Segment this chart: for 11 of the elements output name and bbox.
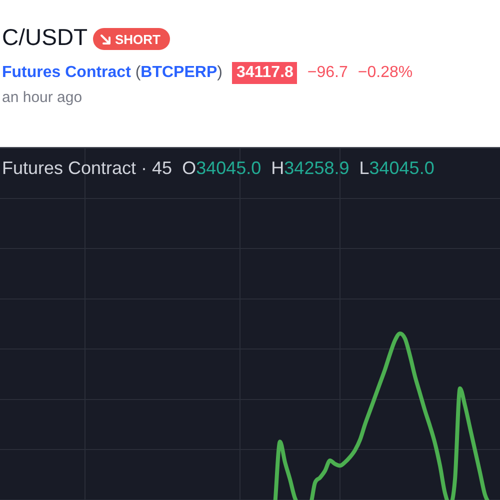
text: Futures Contract · 45	[2, 158, 172, 178]
text: L34045.0	[359, 158, 434, 178]
text: −0.28%	[358, 64, 413, 81]
text: −96.7	[307, 64, 348, 81]
chart-title: C/USDT	[2, 24, 88, 51]
text: 34117.8	[232, 62, 298, 84]
text: an hour ago	[2, 89, 82, 106]
badge: SHORT	[93, 28, 170, 50]
text: O34045.0	[182, 158, 262, 178]
text: H34258.9	[271, 158, 350, 178]
chart-subtitle: Futures Contract (BTCPERP)	[2, 64, 222, 81]
